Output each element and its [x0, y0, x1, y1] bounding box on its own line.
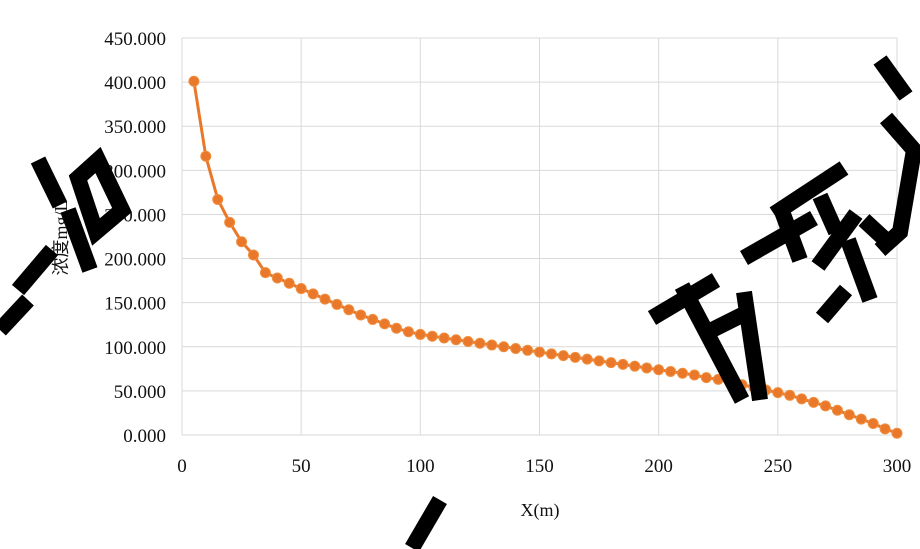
y-tick-label: 300.000 — [104, 161, 166, 182]
data-point — [665, 365, 677, 377]
data-point — [402, 326, 414, 338]
data-point — [283, 277, 295, 289]
data-point — [510, 343, 522, 355]
data-point — [629, 360, 641, 372]
data-point — [426, 330, 438, 342]
data-point — [307, 288, 319, 300]
data-point — [319, 293, 331, 305]
x-tick-label: 50 — [292, 456, 311, 477]
y-tick-label: 50.000 — [114, 382, 166, 403]
data-point — [688, 369, 700, 381]
y-tick-label: 400.000 — [104, 73, 166, 94]
data-point — [438, 332, 450, 344]
data-point — [784, 389, 796, 401]
grid-lines — [181, 37, 898, 436]
data-point — [534, 346, 545, 358]
data-point — [450, 334, 462, 346]
data-point — [200, 150, 212, 162]
data-point — [867, 418, 879, 430]
data-point — [700, 372, 712, 384]
data-point — [391, 322, 402, 334]
watermark-overlay — [0, 55, 920, 549]
data-point — [271, 272, 283, 284]
data-point — [808, 396, 820, 408]
y-tick-label: 450.000 — [104, 29, 166, 50]
data-point — [212, 193, 224, 205]
data-point — [593, 355, 605, 367]
data-point — [188, 75, 200, 87]
data-point — [236, 236, 248, 248]
data-point — [879, 423, 891, 435]
y-tick-label: 100.000 — [104, 338, 166, 359]
x-axis-title: X(m) — [521, 500, 560, 521]
data-point — [498, 341, 510, 353]
series-layer — [188, 75, 903, 439]
data-point — [379, 318, 391, 330]
x-tick-label: 200 — [644, 456, 673, 477]
data-point — [355, 309, 367, 321]
data-point — [605, 357, 617, 369]
data-point — [295, 283, 307, 295]
data-point — [653, 364, 665, 376]
data-point — [414, 328, 426, 340]
data-point — [522, 344, 534, 356]
data-point — [891, 427, 903, 439]
data-point — [581, 353, 593, 365]
data-point — [796, 393, 808, 405]
data-point — [677, 367, 688, 379]
data-point — [843, 409, 855, 421]
x-tick-label: 0 — [177, 456, 187, 477]
x-tick-label: 300 — [883, 456, 912, 477]
data-point — [569, 351, 581, 363]
y-tick-label: 350.000 — [104, 117, 166, 138]
data-point — [462, 335, 474, 347]
data-point — [545, 348, 557, 360]
data-point — [367, 313, 379, 325]
data-point — [820, 400, 831, 412]
data-point — [343, 304, 355, 316]
x-tick-label: 250 — [764, 456, 793, 477]
y-tick-label: 0.000 — [123, 426, 166, 447]
data-point — [772, 387, 784, 399]
y-tick-label: 150.000 — [104, 294, 166, 315]
y-tick-label: 200.000 — [104, 250, 166, 271]
x-axis-ticks: 0 50 100 150 200 250 300 — [177, 456, 911, 477]
data-point — [557, 350, 569, 362]
data-point — [474, 337, 486, 349]
x-tick-label: 100 — [406, 456, 435, 477]
x-tick-label: 150 — [525, 456, 554, 477]
y-axis-ticks: 0.00050.000100.000150.000200.000250.0003… — [104, 29, 166, 447]
data-point — [486, 339, 498, 351]
data-point — [259, 267, 271, 279]
data-point — [224, 216, 236, 228]
data-point — [331, 298, 343, 310]
data-point — [617, 358, 629, 370]
data-point — [831, 404, 843, 416]
data-point — [248, 249, 259, 261]
data-point — [855, 413, 867, 425]
data-point — [641, 362, 653, 374]
